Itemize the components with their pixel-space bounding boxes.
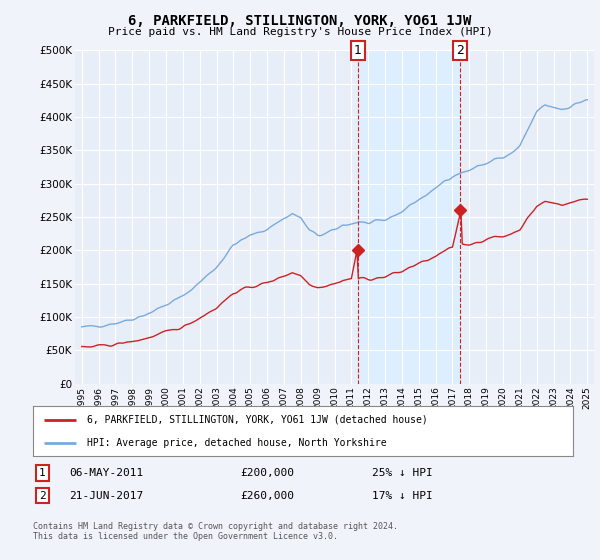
Text: 2: 2 [39,491,46,501]
Bar [358,50,460,384]
Text: £200,000: £200,000 [240,468,294,478]
Text: 6, PARKFIELD, STILLINGTON, YORK, YO61 1JW (detached house): 6, PARKFIELD, STILLINGTON, YORK, YO61 1J… [87,414,428,424]
Text: Contains HM Land Registry data © Crown copyright and database right 2024.
This d: Contains HM Land Registry data © Crown c… [33,522,398,542]
Text: 6, PARKFIELD, STILLINGTON, YORK, YO61 1JW: 6, PARKFIELD, STILLINGTON, YORK, YO61 1J… [128,14,472,28]
Text: 21-JUN-2017: 21-JUN-2017 [69,491,143,501]
Text: 2: 2 [457,44,464,57]
Text: £260,000: £260,000 [240,491,294,501]
Text: 1: 1 [39,468,46,478]
Text: HPI: Average price, detached house, North Yorkshire: HPI: Average price, detached house, Nort… [87,438,386,448]
Text: 17% ↓ HPI: 17% ↓ HPI [372,491,433,501]
Text: Price paid vs. HM Land Registry's House Price Index (HPI): Price paid vs. HM Land Registry's House … [107,27,493,37]
Text: 1: 1 [353,44,362,57]
Text: 06-MAY-2011: 06-MAY-2011 [69,468,143,478]
Text: 25% ↓ HPI: 25% ↓ HPI [372,468,433,478]
